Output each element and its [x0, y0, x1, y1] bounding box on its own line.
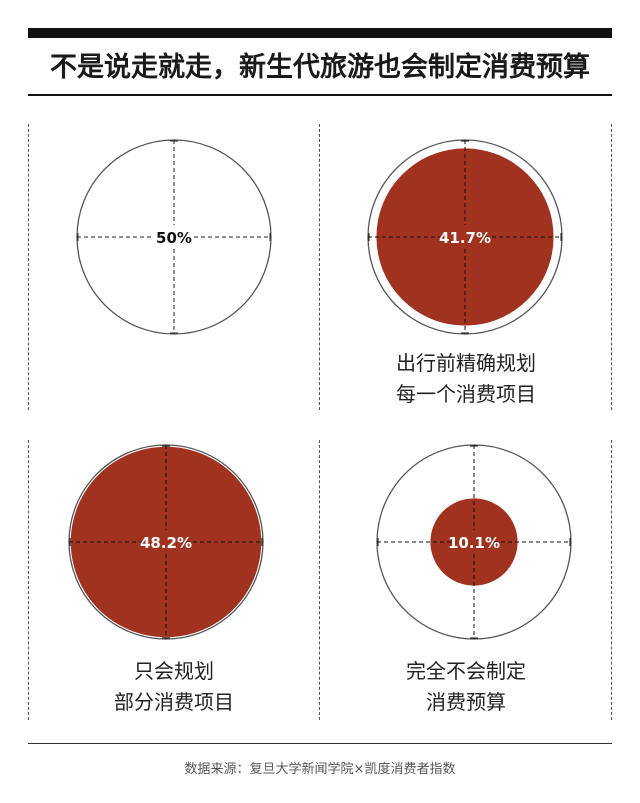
caption-panel-4: 完全不会制定 消费预算 [320, 656, 612, 718]
value-circle-4 [430, 498, 518, 586]
divider-right-top [611, 124, 612, 410]
source-note: 数据来源：复旦大学新闻学院×凯度消费者指数 [184, 762, 456, 777]
value-label-4: 10.1% [448, 534, 500, 552]
caption-panel-4-line-2: 消费预算 [426, 690, 506, 714]
caption-panel-4-line-1: 完全不会制定 [406, 659, 526, 683]
value-label-1: 50% [156, 229, 192, 247]
top-bar [28, 28, 612, 38]
caption-panel-3: 只会规划 部分消费项目 [28, 656, 320, 718]
divider-mid-bottom [319, 440, 320, 720]
divider-mid-top [319, 124, 320, 410]
title-divider [28, 94, 612, 96]
value-label-2: 41.7% [439, 229, 491, 247]
divider-left-bottom [28, 440, 29, 720]
caption-panel-3-line-1: 只会规划 [134, 659, 214, 683]
value-circle-3 [70, 446, 262, 638]
caption-panel-2-line-2: 每一个消费项目 [396, 382, 536, 406]
value-circle-2 [376, 148, 554, 326]
caption-panel-3-line-2: 部分消费项目 [114, 690, 234, 714]
divider-right-bottom [611, 440, 612, 720]
divider-left-top [28, 124, 29, 410]
caption-panel-2-line-1: 出行前精确规划 [396, 351, 536, 375]
footer-divider [28, 743, 612, 744]
value-label-3: 48.2% [140, 534, 192, 552]
caption-panel-2: 出行前精确规划 每一个消费项目 [320, 348, 612, 410]
page-title: 不是说走就走，新生代旅游也会制定消费预算 [50, 52, 590, 83]
